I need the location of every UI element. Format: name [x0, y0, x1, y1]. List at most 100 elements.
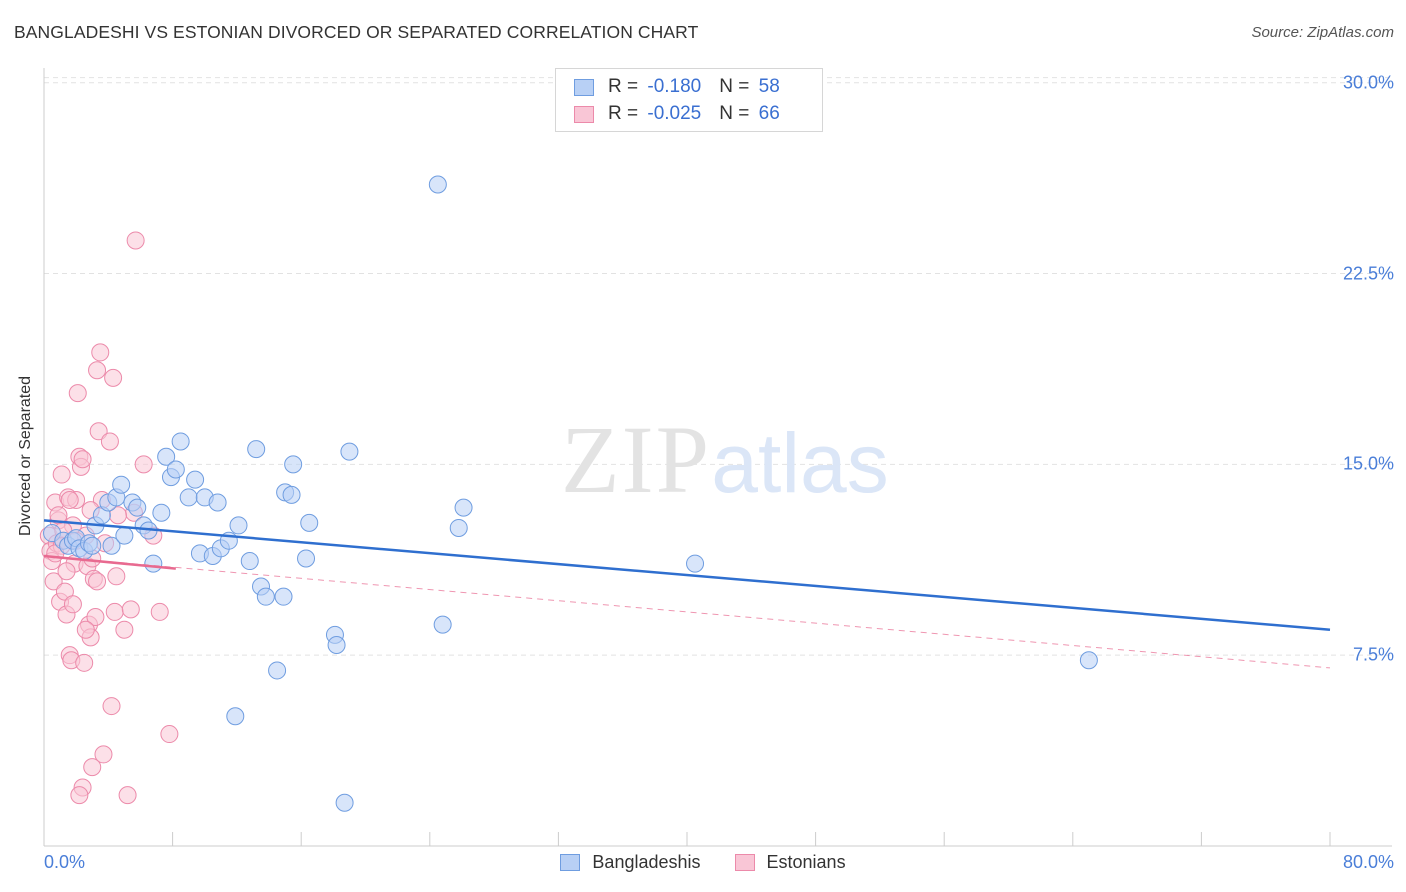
bangladeshi-point [1079, 651, 1098, 670]
bangladeshi-point [226, 707, 245, 726]
bangladeshi-point [282, 485, 301, 504]
y-tick-label: 30.0% [1342, 72, 1394, 93]
estonian-point [70, 786, 89, 805]
y-tick-label: 15.0% [1342, 453, 1394, 474]
bangladeshi-point [297, 549, 316, 568]
legend-r-value: -0.180 [647, 76, 702, 97]
bangladeshi-point [166, 460, 185, 479]
bangladeshi-point [102, 536, 121, 555]
bangladeshi-point [335, 793, 354, 812]
bangladeshi-point [83, 536, 102, 555]
watermark-atlas: atlas [711, 416, 888, 510]
bangladeshi-point [327, 636, 346, 655]
bangladeshi-point [229, 516, 248, 535]
legend-row-bangladeshis: R = -0.180 N = 58 [574, 75, 780, 99]
estonian-point [52, 465, 71, 484]
estonian-point [134, 455, 153, 474]
trend-lines [43, 519, 1331, 669]
bangladeshi-point [340, 442, 359, 461]
bangladeshi-point [112, 475, 131, 494]
bangladeshi-point [152, 503, 171, 522]
bangladeshi-point [686, 554, 705, 573]
estonian-point [63, 595, 82, 614]
legend-n-value: 58 [758, 76, 780, 97]
estonian-point [68, 384, 87, 403]
estonian-point [88, 361, 107, 380]
estonian-point [102, 697, 121, 716]
estonians-trend-line [43, 554, 176, 570]
estonian-point [115, 620, 134, 639]
bangladeshis-trend-line [43, 519, 1331, 631]
bangladeshi-point [179, 488, 198, 507]
legend-n-label: N = [719, 76, 755, 97]
estonian-point [107, 567, 126, 586]
estonian-point [49, 506, 68, 525]
estonian-point [150, 602, 169, 621]
estonian-point [76, 620, 95, 639]
legend-r-label: R = [608, 76, 644, 97]
estonian-point [57, 562, 76, 581]
x-tick-max: 80.0% [1342, 852, 1394, 872]
bangladeshi-point [115, 526, 134, 545]
blue-swatch-icon [560, 854, 581, 871]
y-tick-label: 22.5% [1342, 263, 1394, 284]
bangladeshi-point [300, 513, 319, 532]
pink-swatch-icon [734, 854, 755, 871]
legend-item-bangladeshis[interactable]: Bangladeshis [560, 852, 701, 873]
estonian-point [104, 368, 123, 387]
bangladeshi-point [433, 615, 452, 634]
legend-r-value: -0.025 [647, 103, 702, 124]
bangladeshi-point [454, 498, 473, 517]
estonian-point [121, 600, 140, 619]
estonian-point [83, 758, 102, 777]
estonian-point [100, 432, 119, 451]
axes [43, 68, 1392, 847]
chart-title: BANGLADESHI VS ESTONIAN DIVORCED OR SEPA… [14, 22, 699, 42]
legend-row-estonians: R = -0.025 N = 66 [574, 102, 780, 126]
estonians-trend-extended [43, 555, 1331, 669]
bangladeshi-point [256, 587, 275, 606]
estonian-point [88, 572, 107, 591]
stats-legend: R = -0.180 N = 58 R = -0.025 N = 66 [555, 68, 823, 132]
source-label: Source: ZipAtlas.com [1251, 24, 1394, 41]
estonian-point [86, 608, 105, 627]
blue-swatch-icon [574, 78, 594, 96]
bangladeshi-point [171, 432, 190, 451]
legend-n-value: 66 [758, 103, 780, 124]
estonian-point [118, 786, 137, 805]
bangladeshi-point [186, 470, 205, 489]
bangladeshi-point [449, 518, 468, 537]
bangladeshi-point [128, 498, 147, 517]
estonian-point [55, 582, 74, 601]
legend-r-label: R = [608, 103, 644, 124]
estonian-point [60, 490, 79, 509]
series-legend: Bangladeshis Estonians [0, 852, 1406, 873]
estonian-point [73, 450, 92, 469]
bangladeshis-points [43, 175, 1098, 812]
bangladeshi-point [240, 552, 259, 571]
bangladeshi-point [247, 440, 266, 459]
estonian-point [160, 725, 179, 744]
pink-swatch-icon [574, 105, 594, 123]
bangladeshi-point [157, 447, 176, 466]
bangladeshi-point [144, 554, 163, 573]
legend-n-label: N = [719, 103, 755, 124]
estonian-point [91, 343, 110, 362]
bangladeshi-point [428, 175, 447, 194]
estonian-point [89, 422, 108, 441]
estonian-point [75, 653, 94, 672]
estonian-point [105, 602, 124, 621]
estonian-point [44, 572, 63, 591]
legend-item-estonians[interactable]: Estonians [734, 852, 846, 873]
estonian-point [94, 745, 113, 764]
watermark: ZIP atlas [561, 406, 889, 513]
bangladeshi-point [268, 661, 287, 680]
estonian-point [126, 231, 145, 250]
legend-label: Estonians [766, 852, 846, 872]
bangladeshi-point [284, 455, 303, 474]
y-tick-label: 7.5% [1352, 644, 1394, 665]
legend-label: Bangladeshis [592, 852, 701, 872]
bangladeshi-point [208, 493, 227, 512]
x-tick-min: 0.0% [44, 852, 86, 872]
